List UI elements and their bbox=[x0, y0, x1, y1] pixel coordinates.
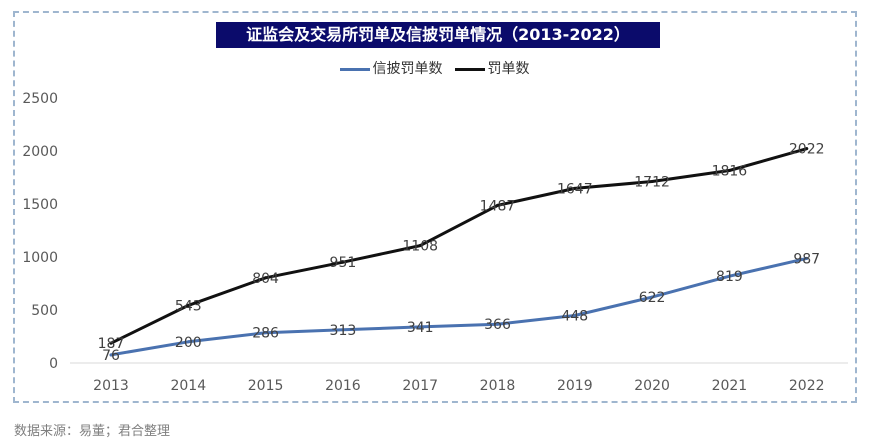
legend-item: 罚单数 bbox=[454, 58, 530, 78]
x-tick-label: 2014 bbox=[170, 378, 206, 394]
data-point bbox=[186, 303, 190, 307]
data-label: 543 bbox=[175, 298, 202, 314]
data-label: 951 bbox=[330, 255, 357, 271]
data-label: 1712 bbox=[634, 175, 670, 191]
data-point bbox=[727, 274, 731, 278]
data-point bbox=[418, 325, 422, 329]
series-line-disclosure-penalties bbox=[109, 256, 809, 357]
data-point bbox=[805, 147, 809, 151]
legend-swatch bbox=[454, 67, 485, 71]
data-label: 286 bbox=[252, 326, 279, 342]
y-tick-label: 2500 bbox=[22, 91, 58, 107]
data-point bbox=[496, 322, 499, 326]
x-tick-label: 2013 bbox=[93, 378, 129, 394]
data-label: 819 bbox=[716, 269, 743, 285]
data-label: 1816 bbox=[712, 164, 748, 180]
data-point bbox=[264, 276, 268, 280]
data-point bbox=[650, 180, 654, 184]
data-label: 1487 bbox=[480, 198, 516, 214]
line-chart: 0 500 1000 1500 2000 2500 2013 2014 2015 2016 2017… bbox=[22, 91, 848, 394]
data-label: 366 bbox=[484, 317, 511, 333]
y-tick-label: 500 bbox=[31, 303, 58, 319]
legend-swatch bbox=[339, 67, 370, 71]
y-tick-label: 2000 bbox=[22, 144, 58, 160]
x-tick-label: 2016 bbox=[325, 378, 361, 394]
y-tick-label: 1500 bbox=[22, 197, 58, 213]
data-point bbox=[418, 244, 422, 248]
data-label: 448 bbox=[561, 309, 588, 325]
data-label: 1647 bbox=[557, 181, 593, 197]
data-label: 804 bbox=[252, 271, 279, 287]
data-point bbox=[341, 260, 345, 264]
data-point bbox=[341, 328, 345, 332]
data-label: 76 bbox=[102, 348, 120, 364]
x-tick-label: 2021 bbox=[712, 378, 748, 394]
chart-frame bbox=[13, 11, 857, 403]
series-line-total-penalties bbox=[109, 147, 809, 345]
data-label: 313 bbox=[330, 323, 357, 339]
data-point bbox=[727, 169, 731, 173]
x-tick-label: 2020 bbox=[634, 378, 670, 394]
y-tick-label: 1000 bbox=[22, 250, 58, 266]
data-point bbox=[805, 256, 809, 260]
data-label: 1108 bbox=[402, 239, 438, 255]
data-point bbox=[186, 340, 190, 344]
data-point bbox=[573, 314, 577, 318]
x-tick-label: 2018 bbox=[480, 378, 516, 394]
data-label: 200 bbox=[175, 335, 202, 351]
data-label: 187 bbox=[98, 336, 125, 352]
data-point bbox=[109, 341, 113, 345]
legend-label: 信披罚单数 bbox=[372, 61, 443, 77]
data-point bbox=[650, 295, 654, 299]
data-label: 622 bbox=[639, 290, 666, 306]
chart-legend: 信披罚单数 罚单数 bbox=[0, 58, 869, 78]
legend-item: 信披罚单数 bbox=[339, 58, 443, 78]
data-source-note: 数据来源：易董；君合整理 bbox=[14, 424, 171, 439]
data-point bbox=[264, 331, 268, 335]
data-point bbox=[573, 186, 577, 190]
y-tick-label: 0 bbox=[49, 356, 58, 372]
data-label: 341 bbox=[407, 320, 434, 336]
data-label: 987 bbox=[793, 251, 820, 267]
legend-label: 罚单数 bbox=[487, 61, 530, 77]
data-point bbox=[109, 353, 113, 357]
data-point bbox=[496, 203, 499, 207]
x-tick-label: 2022 bbox=[789, 378, 825, 394]
x-tick-label: 2019 bbox=[557, 378, 593, 394]
chart-title: 证监会及交易所罚单及信披罚单情况（2013-2022） bbox=[216, 22, 660, 48]
data-label: 2022 bbox=[789, 142, 825, 158]
x-tick-label: 2017 bbox=[402, 378, 438, 394]
x-tick-label: 2015 bbox=[248, 378, 284, 394]
